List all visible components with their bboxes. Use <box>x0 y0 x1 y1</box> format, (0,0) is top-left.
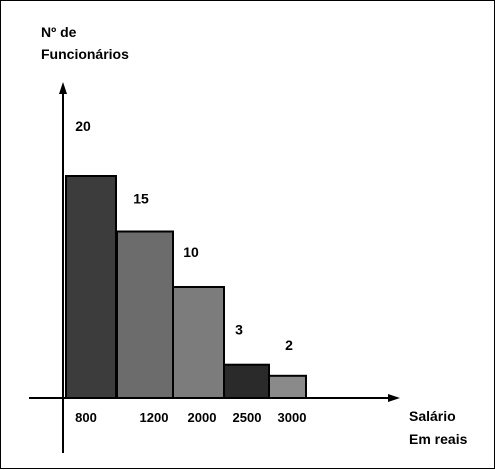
data-label-800: 20 <box>75 118 91 134</box>
y-axis-label-line-2: Funcionários <box>41 46 129 62</box>
data-label-3000: 2 <box>285 337 293 353</box>
x-tick-label-1200: 1200 <box>140 410 169 425</box>
data-label-2000: 10 <box>183 244 199 260</box>
bar-2500 <box>223 363 270 400</box>
y-axis-arrowhead <box>59 82 67 94</box>
data-label-2500: 3 <box>235 322 243 338</box>
x-axis-label-line-1: Salário <box>409 408 456 424</box>
labels-layer: 20 15 10 3 2 <box>75 118 293 353</box>
ticks-layer: 800 1200 2000 2500 3000 <box>75 410 306 425</box>
bar-3000 <box>268 374 307 399</box>
x-tick-label-2000: 2000 <box>188 410 217 425</box>
bar-800 <box>65 175 117 399</box>
x-tick-label-3000: 3000 <box>278 410 307 425</box>
x-tick-label-800: 800 <box>75 410 97 425</box>
bars-layer <box>65 175 307 400</box>
bar-1200 <box>116 230 174 399</box>
bar-2000 <box>172 286 225 399</box>
y-axis-label-line-1: Nº de <box>41 24 77 40</box>
data-label-1200: 15 <box>133 191 149 207</box>
x-axis-arrowhead <box>388 394 400 402</box>
x-axis-label-line-2: Em reais <box>409 431 468 447</box>
x-tick-label-2500: 2500 <box>233 410 262 425</box>
